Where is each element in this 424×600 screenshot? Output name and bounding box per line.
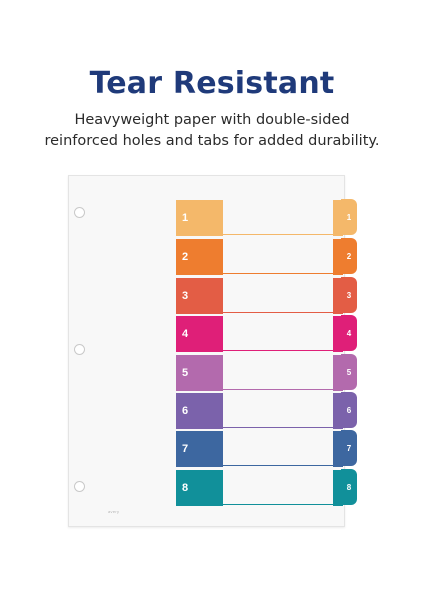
tab-number: 1 [346,212,352,222]
side-tab-5: 5 [341,354,357,390]
divider-row-7: 7 [176,431,343,467]
color-block-8: 8 [176,470,223,506]
row-rule [223,312,333,313]
row-rule [223,234,333,235]
divider-row-5: 5 [176,355,343,391]
side-tab-1: 1 [341,199,357,235]
edge-strip [333,200,343,236]
edge-strip [333,239,343,275]
side-tab-8: 8 [341,469,357,505]
tab-number: 7 [346,443,352,453]
tab-number: 5 [346,367,352,377]
row-rule [223,273,333,274]
divider-row-2: 2 [176,239,343,275]
divider-row-4: 4 [176,316,343,352]
row-number: 4 [182,328,189,340]
side-tab-6: 6 [341,392,357,428]
divider-row-8: 8 [176,470,343,506]
tab-number: 2 [346,251,352,261]
row-number: 5 [182,367,189,379]
divider-row-3: 3 [176,278,343,314]
row-rule [223,350,333,351]
divider-row-1: 1 [176,200,343,236]
tab-number: 6 [346,405,352,415]
side-tab-3: 3 [341,277,357,313]
color-block-2: 2 [176,239,223,275]
side-tab-7: 7 [341,430,357,466]
side-tab-4: 4 [341,315,357,351]
row-number: 1 [182,212,189,224]
edge-strip [333,316,343,352]
reinforced-hole-bottom [74,481,85,492]
row-number: 6 [182,405,189,417]
row-rule [223,465,333,466]
row-rule [223,427,333,428]
color-block-7: 7 [176,431,223,467]
edge-strip [333,393,343,429]
color-block-1: 1 [176,200,223,236]
color-block-3: 3 [176,278,223,314]
reinforced-hole-top [74,207,85,218]
color-block-4: 4 [176,316,223,352]
row-number: 3 [182,290,189,302]
color-block-5: 5 [176,355,223,391]
row-number: 8 [182,482,189,494]
divider-row-6: 6 [176,393,343,429]
tab-number: 3 [346,290,352,300]
subline-2: reinforced holes and tabs for added dura… [44,133,380,149]
row-number: 2 [182,251,189,263]
row-number: 7 [182,443,189,455]
brand-mark: avery [108,509,120,514]
tab-number: 8 [346,482,352,492]
color-block-6: 6 [176,393,223,429]
edge-strip [333,470,343,506]
tab-number: 4 [346,328,352,338]
subline-1: Heavyweight paper with double-sided [74,112,350,128]
row-rule [223,504,333,505]
edge-strip [333,355,343,391]
side-tab-2: 2 [341,238,357,274]
edge-strip [333,278,343,314]
edge-strip [333,431,343,467]
headline: Tear Resistant [89,66,335,101]
reinforced-hole-middle [74,344,85,355]
row-rule [223,389,333,390]
